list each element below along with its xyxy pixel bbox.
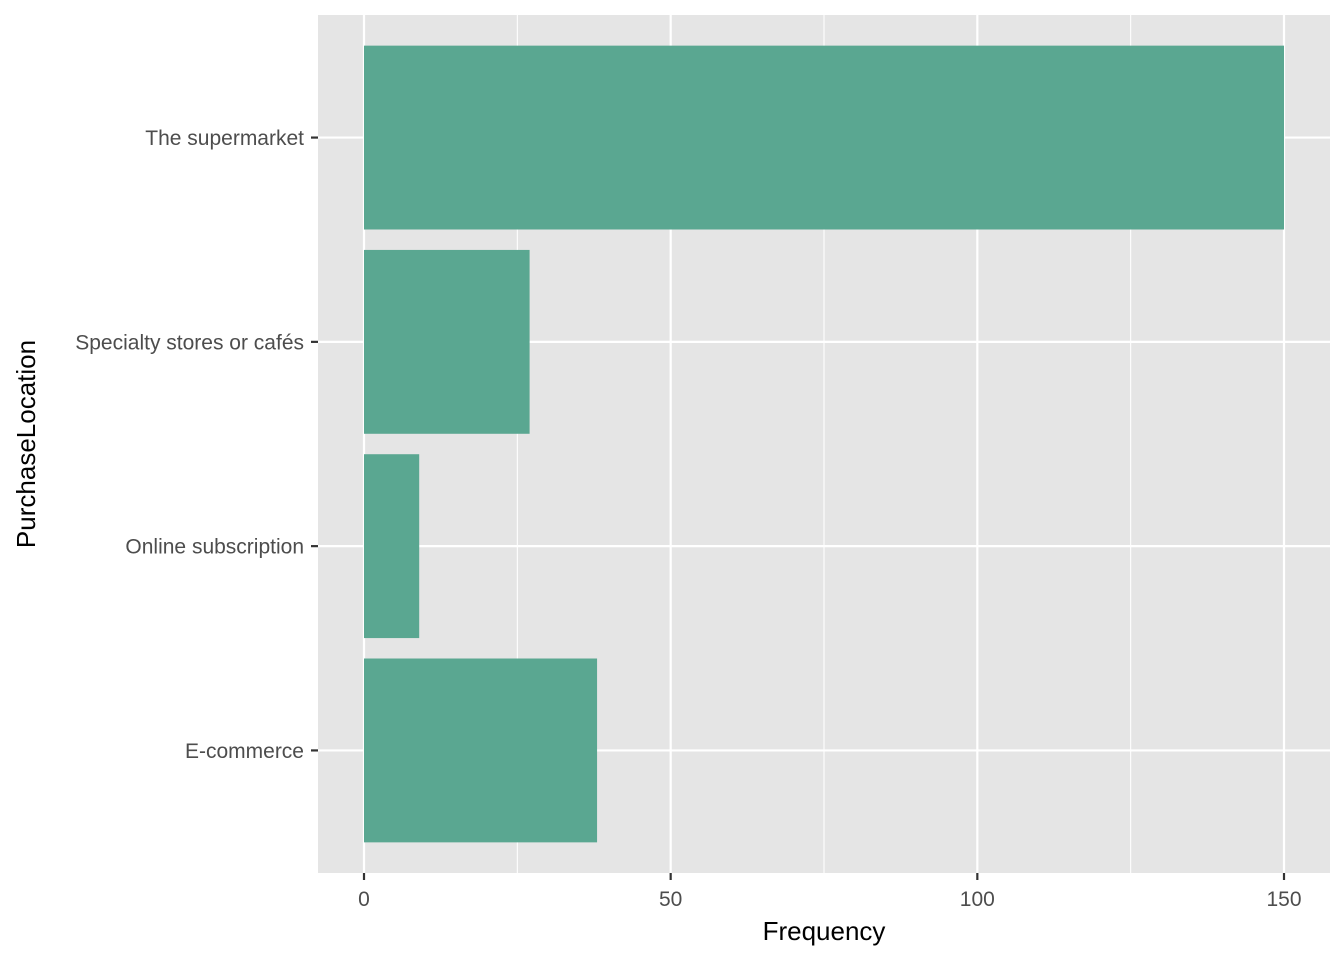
x-axis-title: Frequency [763,916,886,946]
bar-online-subscription [364,454,420,639]
y-axis-title: PurchaseLocation [11,340,41,548]
bar-specialty-stores-or-caf-s [364,249,530,434]
y-tick-label: Specialty stores or cafés [75,331,304,354]
y-tick-label: E-commerce [185,740,304,763]
bar-the-supermarket [364,45,1284,230]
bars-layer [364,45,1284,843]
x-tick-label: 50 [659,888,682,911]
x-tick-label: 100 [960,888,995,911]
x-axis: 0 50 100 150 [358,873,1302,911]
y-tick-label: The supermarket [145,127,304,150]
y-axis: The supermarket Specialty stores or cafés… [75,127,318,763]
x-tick-label: 0 [358,888,370,911]
x-tick-label: 150 [1266,888,1301,911]
bar-e-commerce [364,658,598,843]
y-tick-label: Online subscription [125,536,304,559]
